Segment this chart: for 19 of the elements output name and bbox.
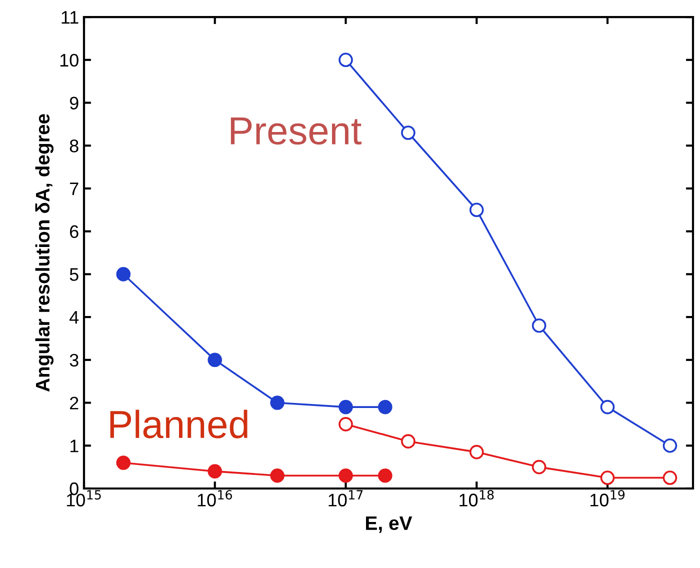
x-tick-label: 10$^{17}$: [328, 490, 363, 506]
x-tick-label: 10$^{16}$: [198, 490, 232, 506]
y-tick-label: 6: [70, 225, 78, 238]
x-tick-label: 10$^{18}$: [460, 490, 494, 506]
y-axis-title: Angular resolution δA, degree: [35, 114, 54, 392]
annotation: Planned: [110, 410, 248, 438]
y-tick-label: 4: [70, 311, 79, 324]
x-axis-title: E, eV: [366, 516, 412, 533]
y-tick-label: 10: [60, 54, 78, 67]
y-tick-label: 8: [70, 140, 78, 152]
x-tick-label: 10$^{19}$: [590, 490, 625, 506]
y-tick-label: 9: [70, 96, 78, 110]
y-tick-label: 2: [70, 396, 78, 410]
annotation: Present: [230, 117, 362, 145]
y-tick-label: 11: [62, 11, 78, 24]
y-tick-label: 7: [70, 182, 78, 196]
y-tick-label: 3: [70, 354, 78, 367]
y-tick-label: 5: [70, 268, 78, 281]
y-tick-label: 1: [70, 440, 78, 452]
